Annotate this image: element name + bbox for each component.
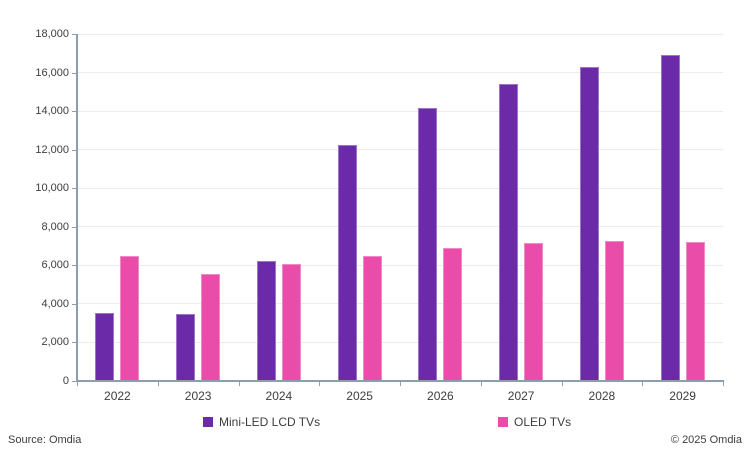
gridline	[77, 149, 723, 151]
y-axis-line	[76, 34, 78, 382]
y-axis-label: 0	[62, 375, 69, 387]
bar-mini-led-2029	[660, 55, 680, 381]
bar-oled-2029	[685, 242, 705, 381]
x-axis-tick	[77, 382, 78, 386]
bar-mini-led-2025	[337, 144, 357, 381]
y-axis-label: 6,000	[41, 259, 69, 272]
y-axis-tick	[72, 34, 76, 35]
y-axis-tick	[72, 381, 76, 382]
bar-oled-2027	[524, 243, 544, 381]
y-axis-tick	[72, 265, 76, 267]
y-axis-tick	[72, 72, 76, 74]
bar-oled-2022	[120, 255, 140, 381]
source-text: Source: Omdia	[8, 434, 82, 446]
x-axis-label: 2025	[346, 389, 373, 403]
bar-oled-2024	[281, 264, 301, 381]
bar-mini-led-2026	[418, 108, 438, 381]
bar-oled-2025	[362, 255, 382, 381]
y-axis-label: 2,000	[41, 336, 69, 349]
legend-swatch-oled-icon	[498, 417, 508, 427]
x-axis-label: 2029	[669, 389, 696, 403]
copyright-text: © 2025 Omdia	[670, 434, 742, 446]
bar-oled-2026	[443, 247, 463, 381]
y-axis-label: 12,000	[35, 143, 69, 156]
bar-mini-led-2024	[256, 261, 276, 381]
y-axis-label: 18,000	[35, 28, 69, 40]
gridline	[77, 303, 723, 305]
y-axis-label: 4,000	[41, 297, 69, 310]
bar-oled-2023	[201, 274, 221, 381]
x-axis-tick	[157, 382, 159, 386]
legend-item-mini-led: Mini-LED LCD TVs	[203, 414, 320, 430]
gridline	[77, 72, 723, 74]
y-axis-tick	[72, 342, 76, 344]
legend-label-mini-led: Mini-LED LCD TVs	[219, 415, 321, 429]
x-axis-label: 2026	[427, 389, 454, 403]
plot-area	[77, 33, 723, 381]
gridline	[77, 341, 723, 343]
y-axis-tick	[72, 111, 76, 113]
gridline	[77, 33, 723, 35]
bar-mini-led-2022	[95, 312, 115, 381]
x-axis-tick	[480, 382, 482, 386]
x-axis-label: 2024	[265, 389, 293, 403]
bar-oled-2028	[604, 241, 624, 381]
gridline	[77, 187, 723, 189]
y-axis-tick	[72, 149, 76, 151]
x-axis-tick	[723, 382, 724, 386]
legend-swatch-mini-led-icon	[203, 417, 213, 427]
y-axis-label: 14,000	[35, 105, 69, 118]
bar-mini-led-2023	[176, 313, 196, 381]
x-axis-tick	[319, 382, 321, 386]
x-axis-label: 2028	[588, 389, 616, 403]
gridline	[77, 264, 723, 266]
x-axis-label: 2022	[104, 389, 131, 403]
y-axis-tick	[72, 303, 76, 305]
x-axis-tick	[400, 382, 401, 386]
x-axis-tick	[238, 382, 240, 386]
legend-item-oled: OLED TVs	[498, 414, 571, 430]
x-axis-label: 2027	[507, 389, 535, 403]
bar-mini-led-2028	[579, 66, 599, 381]
x-axis-label: 2023	[184, 389, 212, 403]
y-axis-label: 8,000	[41, 220, 69, 233]
y-axis-label: 16,000	[35, 66, 69, 79]
y-axis-label: 10,000	[35, 182, 69, 195]
gridline	[77, 110, 723, 112]
bar-mini-led-2027	[499, 84, 519, 381]
legend-label-oled: OLED TVs	[514, 415, 572, 429]
gridline	[77, 226, 723, 228]
x-axis-line	[76, 380, 724, 382]
y-axis-tick	[72, 226, 76, 228]
x-axis-tick	[642, 382, 644, 386]
y-axis-tick	[72, 188, 76, 190]
x-axis-tick	[561, 382, 563, 386]
